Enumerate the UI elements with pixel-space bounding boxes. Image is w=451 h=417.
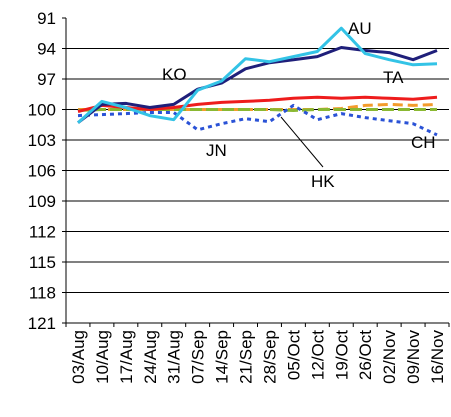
x-tick-label: 02/Nov: [380, 330, 399, 384]
x-tick-label: 19/Oct: [332, 330, 351, 380]
y-tick-label: 109: [28, 192, 56, 211]
gridlines: [62, 17, 449, 324]
x-tick-label: 21/Sep: [237, 330, 256, 384]
series-line-au: [77, 26, 438, 124]
y-tick-label: 94: [37, 40, 56, 59]
hk-leader-line: [280, 116, 324, 168]
x-tick-label: 26/Oct: [356, 330, 375, 380]
y-tick-labels: 91 94 97 100 103 106 109 112 115 118 121: [28, 9, 56, 333]
x-tick-label: 24/Aug: [141, 330, 160, 384]
series-label-ko: KO: [162, 65, 187, 84]
series-line-ta: [77, 95, 438, 113]
y-tick-label: 91: [37, 9, 56, 28]
y-tick-label: 121: [28, 314, 56, 333]
series-label-ch: CH: [411, 133, 436, 152]
y-tick-label: 112: [29, 223, 56, 242]
x-tick-label: 16/Nov: [428, 330, 447, 384]
y-tick-label: 97: [37, 70, 56, 89]
series-lines: [77, 26, 438, 137]
y-tick-label: 103: [28, 131, 56, 150]
y-tick-label: 115: [29, 253, 56, 272]
series-label-au: AU: [348, 19, 372, 38]
x-tick-label: 12/Oct: [308, 330, 327, 380]
x-tick-label: 09/Nov: [404, 330, 423, 384]
x-tick-label: 10/Aug: [93, 330, 112, 384]
x-tick-label: 17/Aug: [117, 330, 136, 384]
series-line-ko: [77, 46, 438, 124]
x-tick-label: 31/Aug: [165, 330, 184, 384]
y-tick-label: 118: [29, 284, 56, 303]
x-tick-label: 03/Aug: [69, 330, 88, 384]
y-tick-label: 106: [28, 162, 56, 181]
x-tick-labels: 03/Aug 10/Aug 17/Aug 24/Aug 31/Aug 07/Sep 14/S…: [65, 323, 450, 384]
y-tick-label: 100: [28, 101, 56, 120]
series-label-jn: JN: [206, 141, 227, 160]
series-label-hk: HK: [311, 172, 335, 191]
series-label-ta: TA: [383, 68, 404, 87]
series-labels: AU KO TA JN HK CH: [162, 19, 436, 191]
x-tick-label: 05/Oct: [284, 330, 303, 380]
x-tick-label: 28/Sep: [260, 330, 279, 384]
x-tick-label: 07/Sep: [189, 330, 208, 384]
x-tick-label: 14/Sep: [213, 330, 232, 384]
